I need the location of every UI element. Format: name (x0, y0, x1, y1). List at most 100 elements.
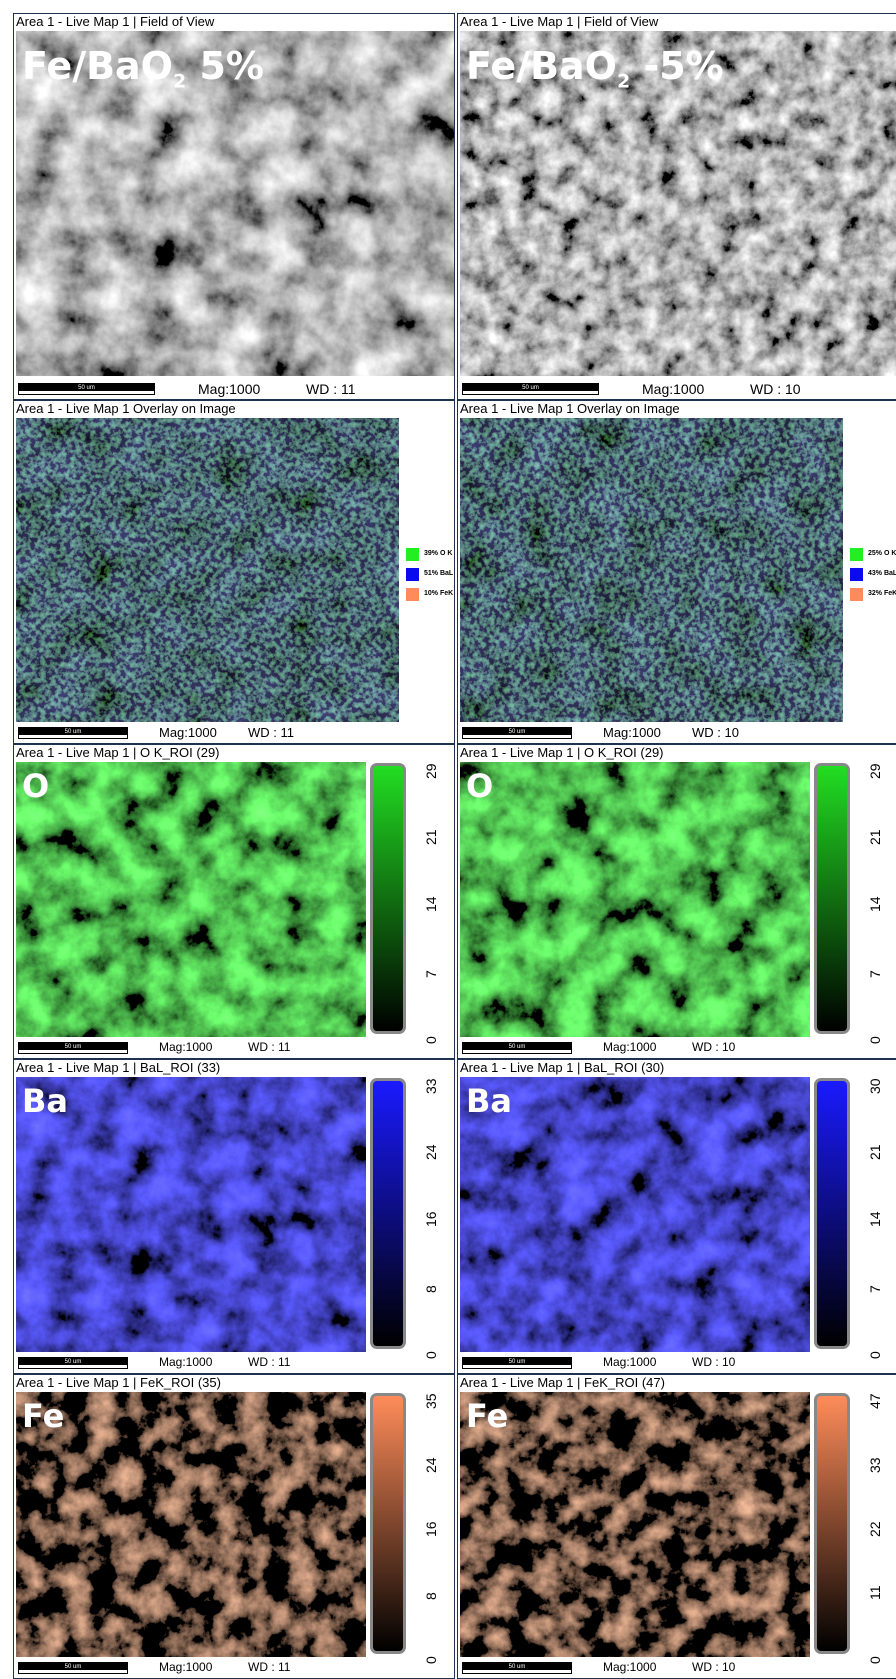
micrograph (460, 418, 843, 722)
colorbar-tick: 35 (423, 1393, 439, 1409)
legend-name: O K (884, 550, 896, 557)
working-distance: WD : 10 (692, 725, 739, 740)
colorbar-tick: 21 (867, 830, 883, 846)
label-subscript: 2 (617, 71, 630, 93)
working-distance: WD : 11 (248, 725, 294, 740)
panel-label: Fe (466, 1397, 508, 1435)
panel-label: Ba (466, 1082, 512, 1120)
colorbar-tick: 0 (423, 1351, 439, 1359)
scale-bar: 50 um (462, 1662, 572, 1674)
colorbar-tick: 14 (423, 896, 439, 912)
label-text: Fe/BaO (22, 44, 173, 88)
panel-header: Area 1 - Live Map 1 Overlay on Image (460, 401, 680, 417)
colorbar-tick: 8 (423, 1592, 439, 1600)
magnification: Mag:1000 (159, 725, 217, 740)
colorbar-tick: 24 (423, 1457, 439, 1473)
panel: Area 1 - Live Map 1 Overlay on Image 25% … (457, 400, 896, 744)
magnification: Mag:1000 (603, 725, 661, 740)
panel-label: Fe/BaO2 -5% (466, 44, 724, 93)
panel-label: Ba (22, 1082, 68, 1120)
working-distance: WD : 11 (248, 1355, 290, 1369)
texture (16, 1392, 366, 1657)
label-text: Ba (22, 1082, 68, 1120)
colorbar (814, 1078, 850, 1349)
micrograph (460, 762, 810, 1037)
legend-percent: 32% (868, 590, 882, 597)
magnification: Mag:1000 (198, 381, 260, 397)
colorbar-tick: 14 (867, 896, 883, 912)
legend-percent: 39% (424, 550, 438, 557)
panel: Area 1 - Live Map 1 Overlay on Image 39% … (13, 400, 455, 744)
colorbar-tick: 16 (423, 1521, 439, 1537)
colorbar-tick: 8 (423, 1285, 439, 1293)
scale-bar: 50 um (18, 383, 155, 395)
panel-header: Area 1 - Live Map 1 Overlay on Image (16, 401, 236, 417)
colorbar-tick: 47 (867, 1393, 883, 1409)
legend-name: BaL (440, 570, 453, 577)
scale-bar: 50 um (462, 1042, 572, 1054)
colorbar-tick: 16 (423, 1211, 439, 1227)
texture (460, 762, 810, 1037)
label-text: Fe (22, 1397, 64, 1435)
panel-label: Fe/BaO2 5% (22, 44, 264, 93)
legend-label: 25% O K (868, 550, 896, 557)
working-distance: WD : 11 (248, 1040, 290, 1054)
scale-bar: 50 um (18, 1357, 128, 1369)
colorbar (814, 1393, 850, 1654)
magnification: Mag:1000 (603, 1040, 656, 1054)
legend-percent: 51% (424, 570, 438, 577)
colorbar (814, 763, 850, 1034)
texture (16, 1077, 366, 1352)
panel-label: O (22, 767, 49, 805)
scale-bar: 50 um (18, 1662, 128, 1674)
scale-bar: 50 um (462, 1357, 572, 1369)
scale-bar: 50 um (18, 727, 128, 739)
figure: (() => { const data = JSON.parse(documen… (0, 0, 896, 1679)
colorbar-tick: 7 (867, 970, 883, 978)
working-distance: WD : 11 (248, 1660, 290, 1674)
colorbar-tick: 22 (867, 1521, 883, 1537)
legend-swatch (850, 568, 863, 581)
legend-name: O K (440, 550, 452, 557)
panel-header: Area 1 - Live Map 1 | FeK_ROI (47) (460, 1375, 665, 1391)
scale-bar: 50 um (18, 1042, 128, 1054)
magnification: Mag:1000 (603, 1355, 656, 1369)
colorbar-tick: 7 (867, 1285, 883, 1293)
colorbar-tick: 14 (867, 1211, 883, 1227)
legend-label: 39% O K (424, 550, 452, 557)
label-text: O (466, 767, 493, 805)
colorbar-tick: 0 (423, 1656, 439, 1664)
label-text: Ba (466, 1082, 512, 1120)
panel-label: O (466, 767, 493, 805)
colorbar-tick: 11 (867, 1586, 883, 1601)
label-text: O (22, 767, 49, 805)
legend-name: FeK (440, 590, 453, 597)
legend-label: 32% FeK (868, 590, 896, 597)
texture (460, 1077, 810, 1352)
colorbar-tick: 30 (867, 1078, 883, 1094)
colorbar-tick: 0 (867, 1351, 883, 1359)
magnification: Mag:1000 (159, 1660, 212, 1674)
micrograph (16, 1077, 366, 1352)
magnification: Mag:1000 (642, 381, 704, 397)
panel: Area 1 - Live Map 1 | O K_ROI (29)071421… (13, 744, 455, 1059)
legend-swatch (850, 588, 863, 601)
panel-header: Area 1 - Live Map 1 | BaL_ROI (33) (16, 1060, 220, 1076)
magnification: Mag:1000 (159, 1355, 212, 1369)
working-distance: WD : 11 (306, 381, 356, 397)
legend-swatch (406, 548, 419, 561)
scale-bar: 50 um (462, 383, 599, 395)
micrograph (16, 1392, 366, 1657)
colorbar-tick: 29 (867, 763, 883, 779)
working-distance: WD : 10 (750, 381, 801, 397)
colorbar-tick: 21 (423, 830, 439, 846)
texture (16, 418, 399, 722)
working-distance: WD : 10 (692, 1355, 735, 1369)
texture (16, 762, 366, 1037)
